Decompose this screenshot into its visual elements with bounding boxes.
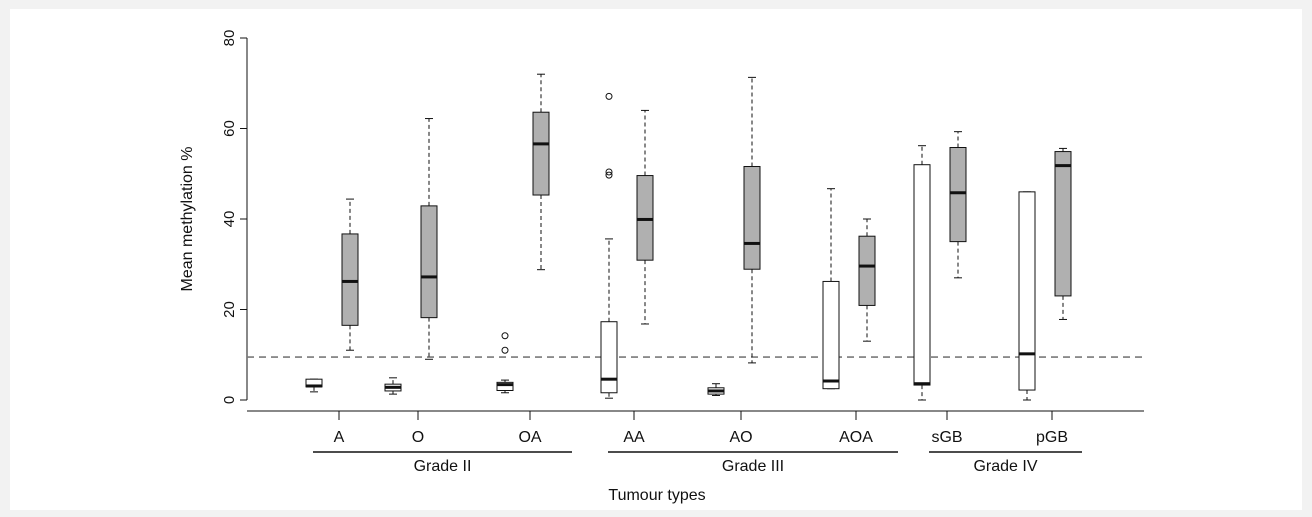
box-body [743, 166, 761, 270]
x-tick-label: AOA [839, 429, 873, 446]
methylated-box [1054, 147, 1072, 320]
methylated-box [743, 76, 761, 364]
methylated-box [949, 131, 967, 279]
box-body [496, 381, 514, 391]
unmethylated-box [600, 92, 618, 399]
box-body [341, 233, 359, 326]
box-body [532, 111, 550, 196]
methylated-box [636, 109, 654, 325]
methylated-box [532, 73, 550, 271]
outlier-point [605, 92, 613, 100]
x-axis-title: Tumour types [608, 487, 705, 504]
x-tick-label: O [412, 429, 424, 446]
unmethylated-box [496, 332, 514, 394]
x-tick-label: OA [518, 429, 541, 446]
unmethylated-box [913, 145, 931, 401]
methylated-box [420, 118, 438, 360]
group-label: Grade IV [973, 458, 1037, 475]
x-tick-label: pGB [1036, 429, 1068, 446]
box-body [636, 175, 654, 261]
methylated-box [858, 218, 876, 342]
box-body [1018, 191, 1036, 391]
outlier-point [501, 346, 509, 354]
box-body [913, 164, 931, 386]
x-tick-label: A [334, 429, 345, 446]
y-tick-label: 0 [221, 396, 238, 404]
box-body [1054, 151, 1072, 297]
x-tick-label: sGB [931, 429, 962, 446]
y-tick-label: 40 [221, 211, 238, 228]
y-tick-label: 20 [221, 301, 238, 318]
outlier-point [605, 168, 613, 176]
box-body [420, 205, 438, 319]
box-body [822, 280, 840, 390]
unmethylated-box [1018, 191, 1036, 401]
y-tick-label: 60 [221, 120, 238, 137]
unmethylated-box [707, 383, 725, 396]
outlier-point [501, 332, 509, 340]
unmethylated-box [305, 378, 323, 393]
methylated-box [341, 198, 359, 351]
group-label: Grade III [722, 458, 784, 475]
group-label: Grade II [414, 458, 472, 475]
x-tick-label: AO [729, 429, 752, 446]
x-tick-label: AA [623, 429, 645, 446]
box-marks [247, 73, 1144, 401]
outlier-point [605, 171, 613, 179]
unmethylated-box [822, 188, 840, 390]
unmethylated-box [384, 377, 402, 395]
y-axis-title: Mean methylation % [179, 147, 196, 292]
box-body [949, 147, 967, 243]
box-body [858, 235, 876, 306]
box-body [600, 321, 618, 394]
y-tick-label: 80 [221, 30, 238, 47]
chart-frame: 0 20 40 60 80 A O OA AA AO AOA sGB pGB Grade II Grade … [10, 9, 1302, 510]
